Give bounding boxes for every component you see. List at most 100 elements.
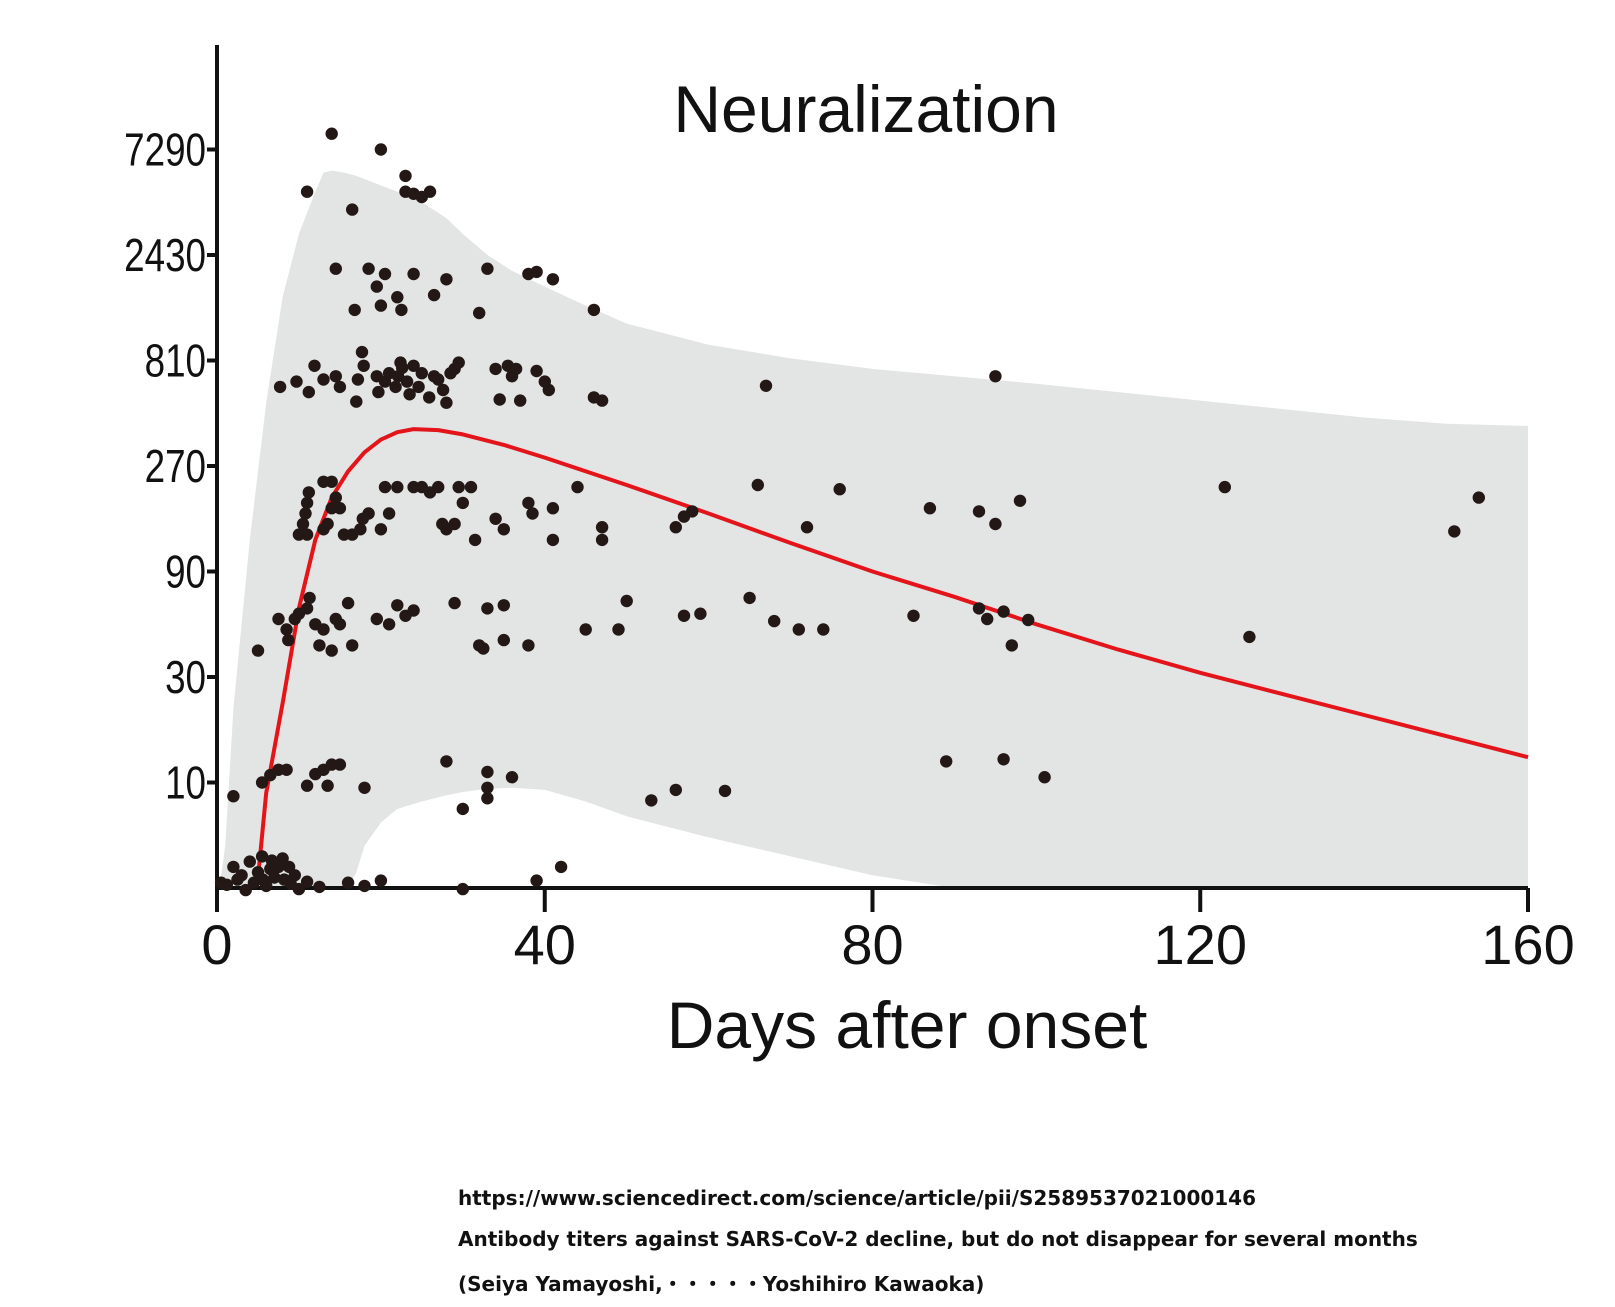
data-point — [1021, 613, 1035, 627]
data-point — [321, 517, 334, 531]
data-point — [989, 517, 1002, 531]
caption-authors: (Seiya Yamayoshi,・・・・・Yoshihiro Kawaoka) — [458, 1272, 985, 1296]
data-point — [923, 502, 937, 515]
data-point — [407, 359, 420, 372]
data-point — [800, 521, 814, 534]
data-point — [227, 860, 240, 874]
data-point — [427, 288, 441, 302]
data-point — [456, 882, 469, 896]
data-point — [351, 373, 365, 386]
data-point — [759, 379, 773, 392]
data-point — [981, 612, 994, 626]
data-point — [358, 879, 371, 893]
data-point — [399, 169, 412, 183]
data-point — [370, 280, 383, 293]
data-point — [329, 370, 342, 383]
data-point — [395, 303, 408, 317]
data-point — [972, 602, 986, 615]
axes: 0 40 80 120 160 10 30 90 270 810 2430 7290 — [124, 45, 1575, 976]
y-tick-label: 810 — [145, 335, 206, 387]
data-point — [296, 517, 310, 531]
data-point — [1448, 525, 1461, 538]
data-point — [694, 607, 707, 620]
data-point — [280, 763, 293, 776]
data-point — [526, 507, 539, 520]
data-point — [415, 367, 428, 380]
data-point — [227, 790, 240, 803]
data-point — [288, 869, 301, 882]
data-point — [333, 380, 347, 394]
data-point — [677, 609, 691, 622]
data-point — [456, 802, 469, 816]
data-point — [255, 850, 269, 863]
data-point — [645, 794, 658, 807]
data-point — [669, 783, 682, 797]
data-point — [833, 483, 846, 496]
data-point — [497, 599, 510, 612]
data-point — [300, 185, 314, 198]
data-point — [407, 604, 420, 617]
data-point — [220, 878, 233, 891]
data-point — [817, 623, 830, 636]
data-point — [542, 383, 555, 397]
y-tick-label: 30 — [165, 651, 206, 703]
data-point — [448, 596, 461, 610]
data-point — [272, 612, 285, 626]
data-point — [481, 765, 494, 779]
data-point — [391, 291, 404, 304]
data-point — [391, 599, 404, 612]
data-point — [989, 370, 1002, 383]
data-point — [620, 594, 633, 608]
data-point — [1218, 480, 1232, 494]
data-point — [473, 306, 486, 320]
data-point — [317, 373, 330, 386]
data-point — [481, 262, 494, 275]
data-point — [303, 591, 316, 605]
data-point — [374, 523, 388, 536]
data-point — [514, 394, 527, 407]
data-point — [276, 852, 289, 865]
data-point — [341, 596, 355, 610]
source-url: https://www.sciencedirect.com/science/ar… — [458, 1186, 1257, 1210]
caption-title: Antibody titers against SARS-CoV-2 decli… — [458, 1227, 1418, 1251]
data-point — [355, 345, 369, 359]
data-point — [302, 385, 315, 399]
data-point — [530, 265, 543, 279]
y-tick-label: 90 — [165, 546, 206, 598]
data-point — [313, 880, 326, 894]
data-point — [452, 480, 465, 494]
data-point — [595, 521, 609, 534]
data-point — [255, 776, 269, 789]
x-tick-label: 120 — [1154, 913, 1247, 976]
data-point — [432, 480, 445, 494]
data-point — [374, 874, 388, 887]
data-point — [718, 784, 732, 798]
data-point — [489, 512, 502, 525]
data-point — [400, 375, 414, 388]
data-point — [362, 507, 375, 520]
data-point — [358, 781, 371, 794]
data-point — [396, 361, 409, 375]
data-point — [374, 143, 388, 156]
data-point — [300, 779, 314, 792]
data-point — [440, 755, 453, 768]
data-point — [612, 623, 625, 636]
data-point — [571, 480, 584, 494]
data-point — [389, 380, 402, 394]
data-point — [997, 605, 1010, 618]
x-axis-label: Days after onset — [667, 988, 1148, 1062]
data-point — [972, 505, 986, 518]
data-point — [477, 642, 490, 655]
data-point — [530, 874, 543, 887]
data-point — [686, 505, 699, 518]
data-point — [300, 528, 314, 541]
data-point — [403, 388, 416, 401]
data-point — [1005, 639, 1018, 652]
data-point — [440, 396, 453, 409]
data-point — [329, 262, 342, 275]
data-point — [907, 609, 920, 622]
data-point — [350, 395, 363, 408]
data-point — [1013, 494, 1027, 507]
data-point — [497, 633, 510, 647]
data-point — [382, 618, 396, 631]
